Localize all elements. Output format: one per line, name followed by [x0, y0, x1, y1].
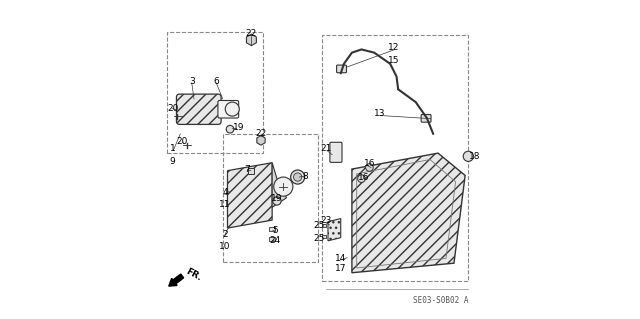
Text: 9: 9 — [170, 157, 175, 166]
Text: 13: 13 — [374, 109, 386, 118]
Text: 19: 19 — [232, 123, 244, 132]
Polygon shape — [227, 163, 272, 228]
Text: 16: 16 — [358, 173, 370, 182]
Text: 22: 22 — [246, 29, 257, 38]
Circle shape — [291, 170, 305, 184]
Text: 20: 20 — [177, 137, 188, 146]
Text: 22: 22 — [255, 130, 267, 138]
Text: FR.: FR. — [184, 267, 203, 283]
Text: 1: 1 — [170, 144, 175, 153]
Text: 7: 7 — [244, 165, 250, 174]
Circle shape — [226, 125, 234, 133]
Bar — [269, 227, 275, 231]
Text: 10: 10 — [219, 242, 230, 251]
Text: 6: 6 — [214, 77, 219, 86]
Text: 24: 24 — [269, 236, 281, 245]
Circle shape — [274, 177, 293, 196]
Bar — [321, 235, 326, 238]
Text: 18: 18 — [469, 152, 481, 161]
Text: 25: 25 — [314, 221, 325, 230]
Text: 8: 8 — [303, 172, 308, 181]
Text: 16: 16 — [364, 159, 375, 168]
FancyBboxPatch shape — [337, 65, 346, 73]
Text: 25: 25 — [314, 234, 325, 243]
Polygon shape — [257, 136, 265, 145]
Circle shape — [463, 151, 474, 161]
Circle shape — [273, 197, 281, 205]
Bar — [167, 32, 262, 153]
FancyBboxPatch shape — [421, 115, 431, 122]
Bar — [321, 35, 468, 281]
Text: 12: 12 — [388, 43, 399, 52]
FancyBboxPatch shape — [177, 94, 221, 124]
Text: 19: 19 — [271, 194, 282, 203]
Circle shape — [358, 175, 365, 182]
FancyBboxPatch shape — [218, 100, 239, 118]
Text: 17: 17 — [335, 264, 346, 273]
Text: 4: 4 — [222, 189, 228, 197]
Circle shape — [225, 102, 239, 116]
Bar — [269, 237, 275, 241]
FancyBboxPatch shape — [330, 142, 342, 162]
Bar — [223, 134, 319, 262]
Text: 2: 2 — [222, 230, 228, 239]
Polygon shape — [328, 219, 340, 241]
Text: 21: 21 — [321, 144, 332, 153]
Polygon shape — [272, 163, 287, 207]
FancyBboxPatch shape — [248, 168, 254, 174]
Text: 5: 5 — [273, 226, 278, 235]
Text: SE03-S0B02 A: SE03-S0B02 A — [413, 296, 469, 305]
Text: 3: 3 — [189, 77, 195, 86]
Text: 23: 23 — [320, 216, 332, 225]
Polygon shape — [352, 153, 465, 273]
Text: 11: 11 — [219, 200, 230, 209]
Polygon shape — [246, 34, 257, 46]
Bar — [321, 224, 326, 227]
Text: 15: 15 — [388, 56, 399, 65]
Text: 20: 20 — [167, 104, 179, 113]
Circle shape — [294, 173, 302, 181]
Text: 14: 14 — [335, 254, 346, 263]
FancyArrow shape — [169, 274, 184, 286]
Circle shape — [365, 164, 373, 171]
